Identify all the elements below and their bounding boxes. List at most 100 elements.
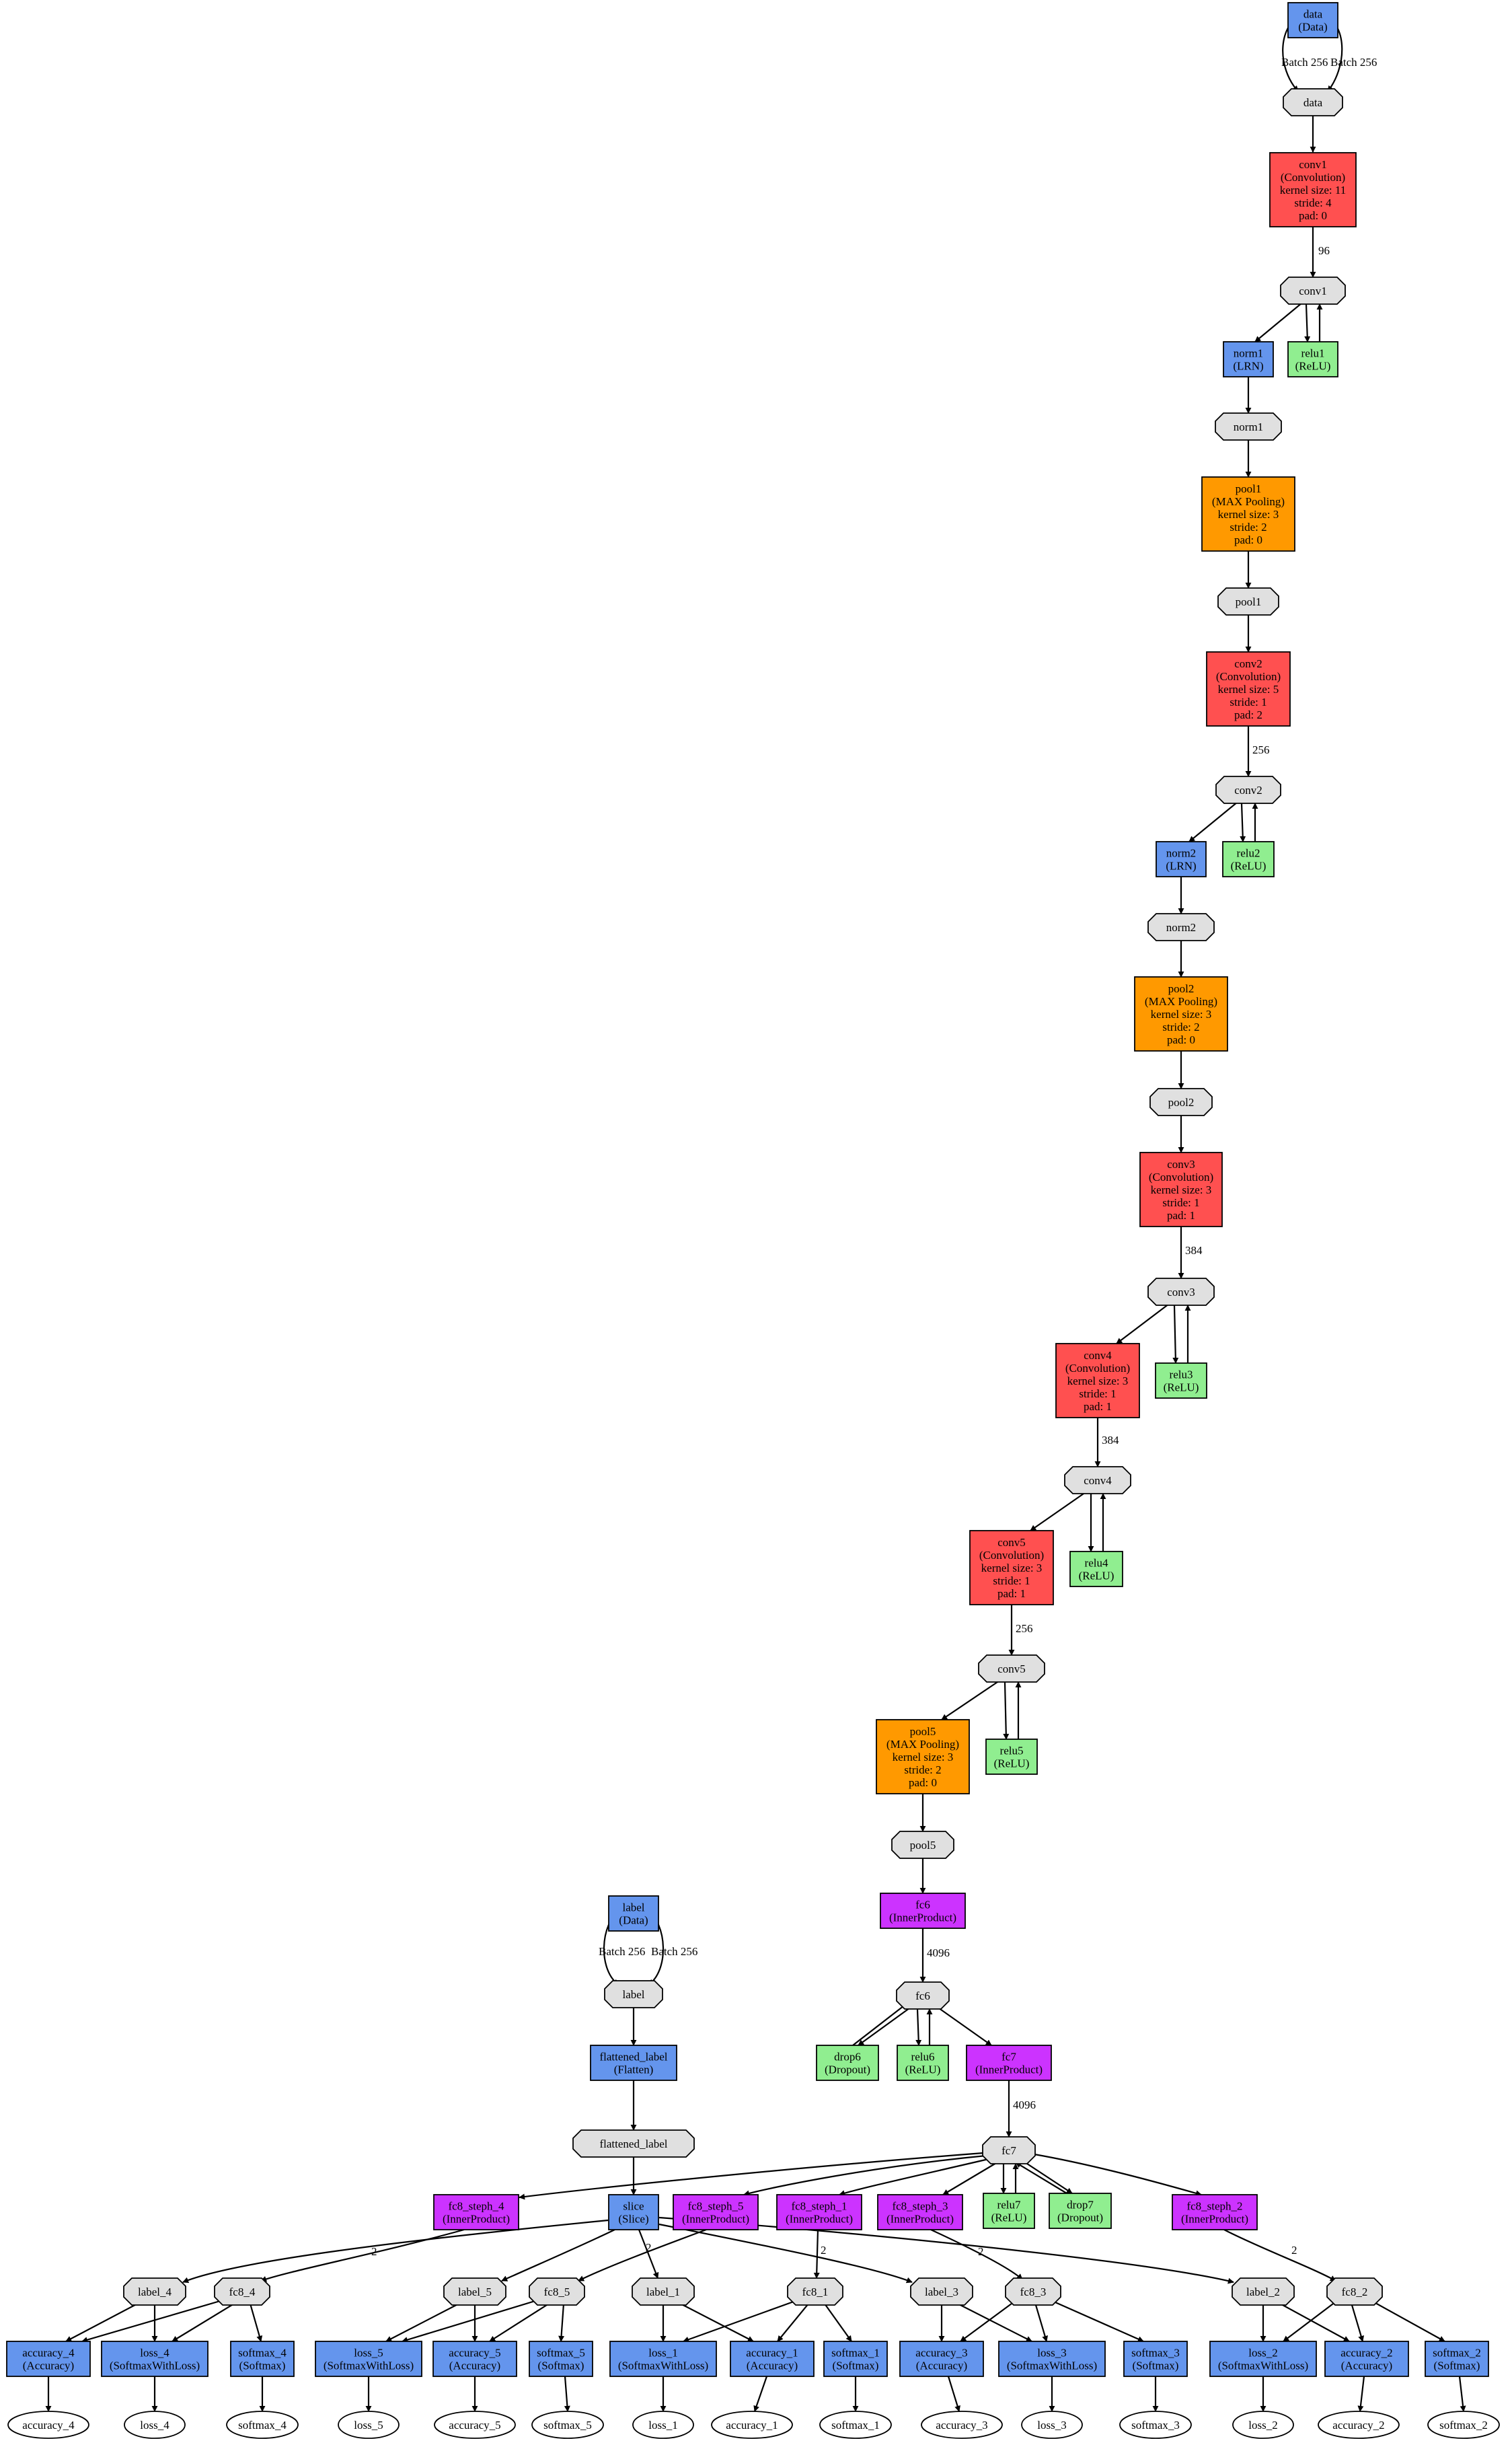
node-steph3[interactable]: fc8_steph_3(InnerProduct) (877, 2194, 963, 2230)
edge-l4_acc4 (65, 2300, 143, 2342)
node-conv2[interactable]: conv2(Convolution)kernel size: 5stride: … (1206, 651, 1291, 727)
layer-box (590, 2045, 677, 2081)
node-name: flattened_label (599, 2138, 667, 2150)
node-acc4[interactable]: accuracy_4(Accuracy) (6, 2341, 91, 2377)
edge-line (930, 2229, 1023, 2280)
edge-label: Batch 256 (1281, 56, 1328, 69)
node-sm5[interactable]: softmax_5(Softmax) (529, 2341, 593, 2377)
node-loss3[interactable]: loss_3(SoftmaxWithLoss) (998, 2341, 1106, 2377)
node-detail: (Softmax) (1434, 2360, 1480, 2372)
node-relu4[interactable]: relu4(ReLU) (1069, 1551, 1123, 1587)
node-label-layer[interactable]: label(Data) (608, 1895, 659, 1932)
node-out-acc4[interactable]: accuracy_4 (7, 2411, 89, 2439)
node-loss4[interactable]: loss_4(SoftmaxWithLoss) (101, 2341, 209, 2377)
edge-line (952, 2300, 1032, 2342)
node-norm1-blob[interactable]: norm1 (1215, 412, 1282, 441)
node-pool1-blob[interactable]: pool1 (1217, 587, 1279, 616)
edge-label: 2 (978, 2245, 984, 2258)
node-norm1[interactable]: norm1(LRN) (1223, 341, 1274, 377)
node-relu3[interactable]: relu3(ReLU) (1155, 1362, 1207, 1399)
node-label5[interactable]: label_5 (443, 2277, 506, 2306)
node-acc2[interactable]: accuracy_2(Accuracy) (1324, 2341, 1409, 2377)
node-pool5-blob[interactable]: pool5 (891, 1831, 954, 1859)
node-out-loss3[interactable]: loss_3 (1021, 2411, 1083, 2439)
node-out-loss5[interactable]: loss_5 (338, 2411, 400, 2439)
node-label4[interactable]: label_4 (123, 2277, 186, 2306)
node-loss2[interactable]: loss_2(SoftmaxWithLoss) (1209, 2341, 1317, 2377)
node-fc7-blob[interactable]: fc7 (982, 2136, 1036, 2164)
node-label2[interactable]: label_2 (1232, 2277, 1295, 2306)
node-fc85[interactable]: fc8_5 (529, 2277, 585, 2306)
node-steph4[interactable]: fc8_steph_4(InnerProduct) (433, 2194, 519, 2230)
node-fc6[interactable]: fc6(InnerProduct) (880, 1893, 966, 1929)
node-fc83[interactable]: fc8_3 (1005, 2277, 1061, 2306)
node-flat-blob[interactable]: flattened_label (572, 2129, 695, 2158)
node-label3[interactable]: label_3 (910, 2277, 973, 2306)
node-conv5-blob[interactable]: conv5 (978, 1654, 1045, 1683)
node-flatten[interactable]: flattened_label(Flatten) (590, 2045, 677, 2081)
node-sm3[interactable]: softmax_3(Softmax) (1123, 2341, 1188, 2377)
node-pool5[interactable]: pool5(MAX Pooling)kernel size: 3stride: … (876, 1719, 970, 1794)
node-fc84[interactable]: fc8_4 (214, 2277, 270, 2306)
node-name: softmax_4 (238, 2347, 287, 2360)
node-label1[interactable]: label_1 (632, 2277, 695, 2306)
node-conv1-blob[interactable]: conv1 (1280, 277, 1346, 305)
node-detail: (Softmax) (833, 2360, 879, 2372)
node-steph2[interactable]: fc8_steph_2(InnerProduct) (1172, 2194, 1258, 2230)
node-conv3-blob[interactable]: conv3 (1147, 1278, 1215, 1306)
node-conv5[interactable]: conv5(Convolution)kernel size: 3stride: … (969, 1530, 1054, 1605)
node-acc3[interactable]: accuracy_3(Accuracy) (899, 2341, 984, 2377)
edge-f2_acc2 (1351, 2304, 1365, 2342)
layer-box (1324, 2341, 1409, 2377)
node-relu6[interactable]: relu6(ReLU) (897, 2045, 949, 2081)
node-fc82[interactable]: fc8_2 (1326, 2277, 1383, 2306)
node-sm2[interactable]: softmax_2(Softmax) (1425, 2341, 1489, 2377)
node-relu7[interactable]: relu7(ReLU) (983, 2193, 1035, 2229)
node-label-blob[interactable]: label (604, 1980, 663, 2008)
node-out-sm3[interactable]: softmax_3 (1119, 2411, 1192, 2439)
node-sm4[interactable]: softmax_4(Softmax) (230, 2341, 295, 2377)
node-acc5[interactable]: accuracy_5(Accuracy) (432, 2341, 517, 2377)
node-conv2-blob[interactable]: conv2 (1215, 776, 1281, 804)
node-norm2-blob[interactable]: norm2 (1147, 913, 1215, 941)
node-name: pool1 (1236, 482, 1262, 495)
node-pool2-blob[interactable]: pool2 (1149, 1088, 1213, 1116)
node-steph1[interactable]: fc8_steph_1(InnerProduct) (776, 2194, 862, 2230)
node-loss5[interactable]: loss_5(SoftmaxWithLoss) (315, 2341, 422, 2377)
node-out-sm4[interactable]: softmax_4 (226, 2411, 299, 2439)
node-out-sm1[interactable]: softmax_1 (819, 2411, 892, 2439)
node-out-acc3[interactable]: accuracy_3 (921, 2411, 1003, 2439)
node-conv4[interactable]: conv4(Convolution)kernel size: 3stride: … (1055, 1343, 1140, 1418)
node-loss1[interactable]: loss_1(SoftmaxWithLoss) (609, 2341, 717, 2377)
node-out-loss2[interactable]: loss_2 (1232, 2411, 1294, 2439)
node-sm1[interactable]: softmax_1(Softmax) (823, 2341, 888, 2377)
node-conv3[interactable]: conv3(Convolution)kernel size: 3stride: … (1139, 1152, 1223, 1227)
node-norm2[interactable]: norm2(LRN) (1156, 841, 1207, 877)
node-drop6[interactable]: drop6(Dropout) (816, 2045, 879, 2081)
node-out-acc2[interactable]: accuracy_2 (1318, 2411, 1400, 2439)
node-conv1[interactable]: conv1(Convolution)kernel size: 11stride:… (1269, 152, 1357, 227)
node-out-sm2[interactable]: softmax_2 (1427, 2411, 1500, 2439)
node-pool1[interactable]: pool1(MAX Pooling)kernel size: 3stride: … (1201, 476, 1295, 552)
node-data-layer[interactable]: data(Data) (1287, 2, 1338, 38)
node-out-loss4[interactable]: loss_4 (124, 2411, 186, 2439)
node-steph5[interactable]: fc8_steph_5(InnerProduct) (673, 2194, 759, 2230)
node-fc6-blob[interactable]: fc6 (896, 1981, 950, 2010)
node-out-loss1[interactable]: loss_1 (632, 2411, 694, 2439)
node-pool2[interactable]: pool2(MAX Pooling)kernel size: 3stride: … (1134, 976, 1228, 1052)
node-relu1[interactable]: relu1(ReLU) (1287, 341, 1338, 377)
node-out-sm5[interactable]: softmax_5 (531, 2411, 604, 2439)
edge-f7_s4 (519, 2152, 984, 2200)
node-acc1[interactable]: accuracy_1(Accuracy) (730, 2341, 815, 2377)
node-fc81[interactable]: fc8_1 (787, 2277, 843, 2306)
node-relu2[interactable]: relu2(ReLU) (1222, 841, 1275, 877)
node-out-acc1[interactable]: accuracy_1 (711, 2411, 793, 2439)
node-name: accuracy_3 (915, 2347, 967, 2360)
node-slice[interactable]: slice(Slice) (608, 2194, 659, 2230)
node-relu5[interactable]: relu5(ReLU) (985, 1739, 1038, 1775)
node-drop7[interactable]: drop7(Dropout) (1049, 2193, 1112, 2229)
node-data-blob[interactable]: data (1283, 88, 1343, 116)
node-out-acc5[interactable]: accuracy_5 (434, 2411, 516, 2439)
node-conv4-blob[interactable]: conv4 (1064, 1466, 1131, 1494)
node-fc7[interactable]: fc7(InnerProduct) (966, 2045, 1052, 2081)
